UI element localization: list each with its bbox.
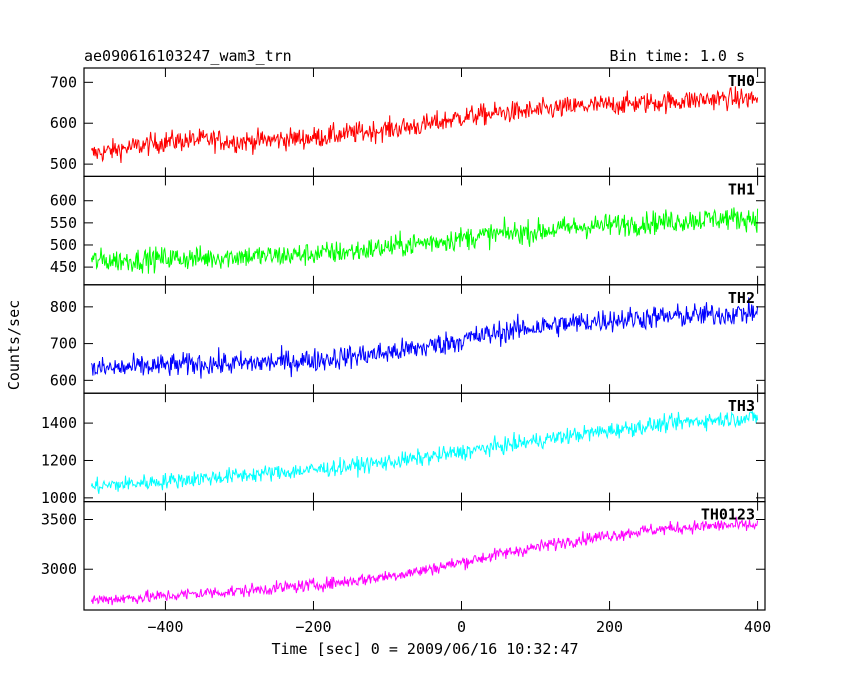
series-line-th0123	[90, 516, 759, 606]
y-tick-label-th3: 1200	[41, 451, 77, 469]
y-tick-label-th2: 800	[50, 298, 77, 316]
y-tick-label-th1: 600	[50, 192, 77, 210]
panel-frame-th1	[83, 175, 766, 286]
series-line-th2	[90, 297, 759, 379]
y-axis-label: Counts/sec	[5, 300, 23, 390]
y-tick-label-th1: 500	[50, 236, 77, 254]
series-line-th0	[90, 86, 759, 164]
x-tick-label: −200	[295, 618, 331, 636]
panel-frame-th0123	[83, 501, 766, 611]
panel-label-th3: TH3	[728, 397, 755, 415]
x-tick-label: 0	[457, 618, 466, 636]
x-axis-label: Time [sec] 0 = 2009/06/16 10:32:47	[271, 640, 578, 658]
panel-label-th0123: TH0123	[701, 506, 755, 524]
panel-frame-th3	[83, 392, 766, 503]
y-tick-label-th0: 600	[50, 114, 77, 132]
y-tick-label-th0: 700	[50, 73, 77, 91]
y-tick-label-th3: 1400	[41, 414, 77, 432]
y-tick-label-th2: 600	[50, 371, 77, 389]
y-tick-label-th1: 450	[50, 258, 77, 276]
x-tick-label: 400	[744, 618, 771, 636]
panels-group: 500 600 700 TH0 450 500 550 600 TH1 600 700 800 TH2 1…	[41, 67, 771, 636]
panel-label-th2: TH2	[728, 289, 755, 307]
panel-label-th0: TH0	[728, 72, 755, 90]
y-tick-label-th0: 500	[50, 155, 77, 173]
y-tick-label-th2: 700	[50, 335, 77, 353]
series-line-th1	[90, 207, 759, 274]
y-tick-label-th0123: 3500	[41, 511, 77, 529]
chart-title: ae090616103247_wam3_trn	[84, 47, 292, 65]
y-tick-label-th3: 1000	[41, 489, 77, 507]
panel-label-th1: TH1	[728, 180, 755, 198]
y-tick-label-th0123: 3000	[41, 560, 77, 578]
x-tick-label: 200	[596, 618, 623, 636]
x-tick-label: −400	[147, 618, 183, 636]
panel-frame-th2	[83, 284, 766, 394]
series-line-th3	[90, 411, 759, 494]
bin-time-label: Bin time: 1.0 s	[610, 47, 745, 65]
y-tick-label-th1: 550	[50, 214, 77, 232]
